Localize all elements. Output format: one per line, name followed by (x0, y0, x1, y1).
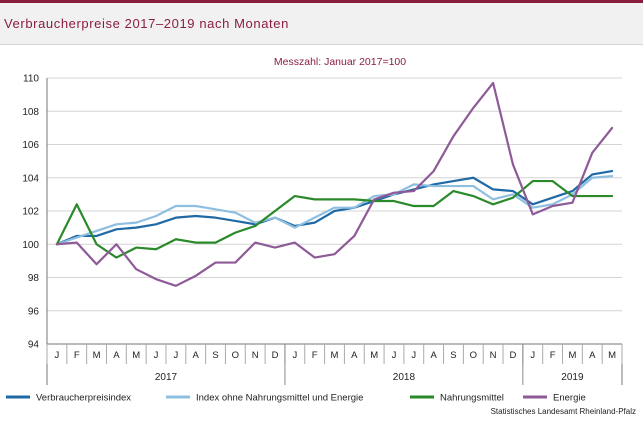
source-note: Statistisches Landesamt Rheinland-Pfalz (491, 407, 636, 416)
y-tick-label: 104 (22, 173, 39, 184)
legend-label: Nahrungsmittel (440, 393, 504, 404)
chart-subtitle: Messzahl: Januar 2017=100 (274, 56, 406, 68)
y-tick-label: 106 (22, 140, 39, 151)
page-title: Verbraucherpreise 2017–2019 nach Monaten (4, 16, 289, 31)
x-tick-label: S (212, 350, 218, 361)
x-tick-label: F (550, 350, 556, 361)
legend: Verbraucherpreisindex Index ohne Nahrungs… (6, 393, 586, 404)
x-tick-label: J (530, 350, 535, 361)
series-layer (55, 81, 614, 287)
x-tick-label: J (411, 350, 416, 361)
axes: 94 96 98 100 102 104 106 108 110 J F M A M J J A S O N D J F M A… (22, 74, 623, 385)
x-tick-label: A (430, 350, 437, 361)
x-tick-label: S (450, 350, 456, 361)
x-tick-label: F (74, 350, 80, 361)
x-tick-label: D (510, 350, 517, 361)
y-tick-label: 96 (28, 306, 40, 317)
y-tick-label: 102 (22, 207, 39, 218)
series-line (55, 170, 614, 246)
x-tick-label: M (132, 350, 140, 361)
header-band (0, 3, 643, 44)
x-tick-label: M (93, 350, 101, 361)
x-tick-label: N (252, 350, 259, 361)
legend-label: Energie (553, 393, 586, 404)
legend-label: Verbraucherpreisindex (36, 393, 131, 404)
x-tick-label: J (392, 350, 397, 361)
x-tick-label: J (174, 350, 179, 361)
x-tick-label: M (568, 350, 576, 361)
x-tick-label: M (370, 350, 378, 361)
year-label: 2019 (561, 372, 584, 383)
x-tick-label: J (292, 350, 297, 361)
x-tick-label: J (154, 350, 159, 361)
x-tick-label: A (351, 350, 358, 361)
x-tick-label: O (470, 350, 477, 361)
y-tick-label: 98 (28, 273, 40, 284)
y-tick-label: 108 (22, 107, 39, 118)
year-label: 2017 (155, 372, 178, 383)
year-label: 2018 (393, 372, 416, 383)
x-tick-label: N (490, 350, 497, 361)
series-line (55, 174, 614, 246)
series-line (55, 179, 614, 259)
x-tick-label: D (272, 350, 279, 361)
top-accent-rule (0, 0, 643, 3)
legend-label: Index ohne Nahrungsmittel und Energie (196, 393, 363, 404)
x-tick-label: A (589, 350, 596, 361)
x-tick-label: J (55, 350, 60, 361)
y-tick-label: 110 (23, 74, 39, 85)
y-tick-label: 100 (22, 240, 39, 251)
x-tick-label: M (331, 350, 339, 361)
y-tick-label: 94 (28, 340, 40, 351)
x-tick-label: O (232, 350, 239, 361)
x-tick-label: A (113, 350, 120, 361)
x-tick-label: F (312, 350, 318, 361)
header-divider (0, 44, 643, 45)
x-tick-label: M (608, 350, 616, 361)
series-line (55, 81, 614, 287)
x-tick-label: A (193, 350, 200, 361)
